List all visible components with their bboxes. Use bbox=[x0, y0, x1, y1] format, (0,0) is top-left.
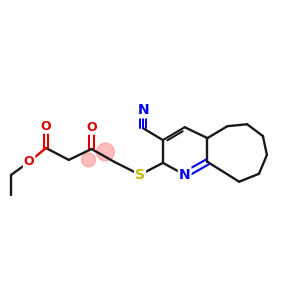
Text: N: N bbox=[179, 168, 190, 182]
Text: O: O bbox=[41, 120, 51, 133]
Text: O: O bbox=[86, 121, 97, 134]
Circle shape bbox=[97, 143, 114, 161]
Text: O: O bbox=[24, 155, 34, 168]
Text: S: S bbox=[135, 168, 145, 182]
Circle shape bbox=[82, 153, 95, 167]
Text: N: N bbox=[137, 103, 149, 117]
